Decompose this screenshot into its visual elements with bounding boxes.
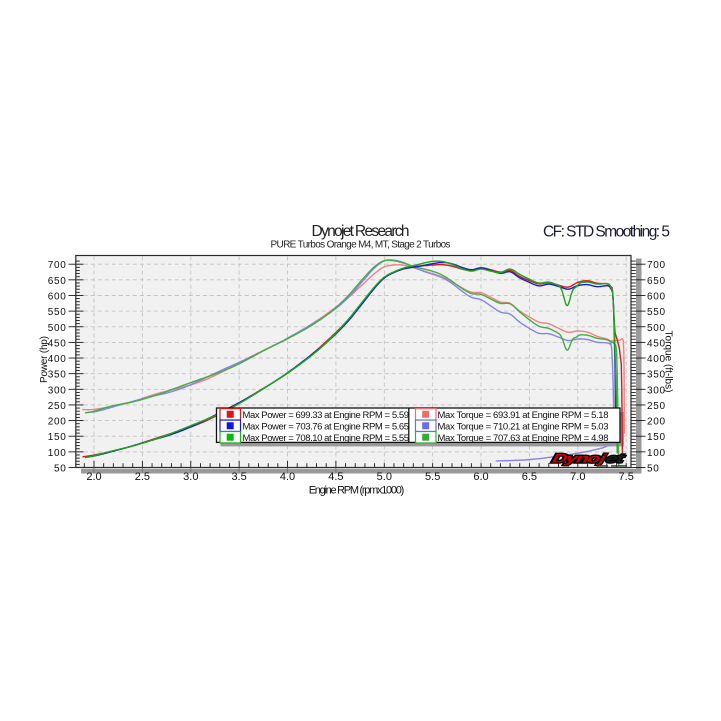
svg-text:Max Torque = 693.91 at Engine: Max Torque = 693.91 at Engine RPM = 5.18 <box>438 410 609 421</box>
svg-text:4.0: 4.0 <box>280 471 295 483</box>
svg-text:3.0: 3.0 <box>183 471 198 483</box>
svg-text:350: 350 <box>48 370 67 381</box>
svg-text:Max Torque = 707.63 at Engine: Max Torque = 707.63 at Engine RPM = 4.98 <box>438 433 609 444</box>
svg-text:6.5: 6.5 <box>522 471 537 483</box>
svg-text:100: 100 <box>48 448 67 459</box>
svg-text:Power (hp): Power (hp) <box>39 336 50 383</box>
svg-text:Max Torque = 710.21 at Engine: Max Torque = 710.21 at Engine RPM = 5.03 <box>438 421 609 432</box>
svg-text:250: 250 <box>48 401 67 412</box>
svg-text:350: 350 <box>647 370 666 381</box>
svg-text:700: 700 <box>647 260 666 271</box>
svg-text:7.5: 7.5 <box>619 471 634 483</box>
svg-text:Engine RPM (rpmx1000): Engine RPM (rpmx1000) <box>309 485 405 497</box>
svg-text:CF: STD Smoothing: 5: CF: STD Smoothing: 5 <box>543 224 670 241</box>
svg-text:Max Power = 703.76 at Engine R: Max Power = 703.76 at Engine RPM = 5.65 <box>243 421 410 432</box>
svg-text:50: 50 <box>54 464 67 475</box>
svg-text:600: 600 <box>647 292 666 303</box>
svg-text:550: 550 <box>48 307 67 318</box>
svg-text:300: 300 <box>48 385 67 396</box>
svg-text:200: 200 <box>48 417 67 428</box>
svg-text:2.0: 2.0 <box>86 471 101 483</box>
svg-text:300: 300 <box>647 385 666 396</box>
svg-text:400: 400 <box>647 354 666 365</box>
svg-text:500: 500 <box>48 323 67 334</box>
svg-text:650: 650 <box>647 276 666 287</box>
svg-text:3.5: 3.5 <box>231 471 246 483</box>
svg-text:Max Power = 699.33 at Engine R: Max Power = 699.33 at Engine RPM = 5.59 <box>243 410 410 421</box>
svg-text:600: 600 <box>48 292 67 303</box>
svg-text:500: 500 <box>647 323 666 334</box>
svg-text:5.5: 5.5 <box>425 471 440 483</box>
svg-text:5.0: 5.0 <box>377 471 392 483</box>
svg-text:Torque (ft-lbs): Torque (ft-lbs) <box>663 331 674 393</box>
svg-text:Dyno: Dyno <box>551 451 602 465</box>
svg-text:150: 150 <box>48 432 67 443</box>
svg-text:PURE Turbos Orange M4, MT, Sta: PURE Turbos Orange M4, MT, Stage 2 Turbo… <box>271 240 451 251</box>
svg-text:50: 50 <box>647 464 660 475</box>
svg-text:7.0: 7.0 <box>570 471 585 483</box>
svg-text:650: 650 <box>48 276 67 287</box>
svg-text:400: 400 <box>48 354 67 365</box>
svg-text:Max Power = 708.10 at Engine R: Max Power = 708.10 at Engine RPM = 5.55 <box>243 433 410 444</box>
svg-text:Dynojet Research: Dynojet Research <box>312 223 410 240</box>
svg-text:550: 550 <box>647 307 666 318</box>
svg-text:2.5: 2.5 <box>135 471 150 483</box>
svg-text:6.0: 6.0 <box>473 471 488 483</box>
svg-text:450: 450 <box>647 338 666 349</box>
svg-text:450: 450 <box>48 338 67 349</box>
svg-text:250: 250 <box>647 401 666 412</box>
svg-text:150: 150 <box>647 432 666 443</box>
svg-text:4.5: 4.5 <box>328 471 343 483</box>
svg-text:100: 100 <box>647 448 666 459</box>
svg-text:200: 200 <box>647 417 666 428</box>
svg-text:700: 700 <box>48 260 67 271</box>
